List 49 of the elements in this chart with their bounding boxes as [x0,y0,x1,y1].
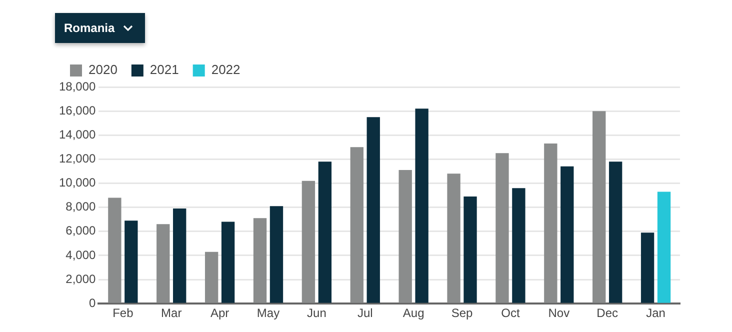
bar [221,222,235,303]
y-tick-label: 12,000 [59,152,96,166]
bar [350,147,364,303]
bar [366,117,380,303]
bar [512,188,526,303]
bar [156,224,170,303]
bar [608,162,622,303]
x-tick-label: Jan [646,306,666,320]
bar [173,208,186,303]
bar [657,192,671,303]
x-tick-label: Oct [501,306,520,320]
bar [124,220,138,303]
x-tick-label: Mar [161,306,182,320]
bar [415,108,428,303]
bar [398,170,412,303]
x-tick-label: Sep [451,306,474,320]
y-tick-label: 8,000 [66,200,96,214]
bar [464,196,477,303]
x-tick-label: Apr [210,306,230,320]
bar [447,174,460,303]
bar [108,198,122,303]
x-tick-label: Nov [548,306,570,320]
legend-label: 2020 [88,62,118,78]
x-tick-label: Jul [357,306,373,320]
y-tick-label: 4,000 [66,248,96,262]
bar [560,166,574,303]
y-tick-label: 10,000 [59,176,96,190]
y-tick-label: 6,000 [66,224,96,238]
legend-label: 2022 [211,62,240,78]
legend-label: 2021 [150,62,179,78]
bar [496,153,509,303]
bar [270,206,284,303]
x-tick-label: Jun [307,306,326,320]
y-tick-label: 2,000 [66,272,96,286]
y-tick-label: 14,000 [59,127,96,142]
bar [318,162,332,303]
y-tick-label: 16,000 [59,103,96,118]
chart-title: Romania [64,21,115,35]
y-tick-label: 18,000 [59,79,96,94]
x-tick-label: Dec [596,306,618,320]
bar [204,252,218,303]
bar [302,180,316,303]
x-tick-label: Feb [112,306,134,320]
bar [544,144,558,303]
bar [253,218,267,303]
y-tick-label: 0 [89,296,96,310]
x-tick-label: May [256,306,280,320]
x-tick-label: Aug [402,306,424,320]
bar [592,111,606,303]
